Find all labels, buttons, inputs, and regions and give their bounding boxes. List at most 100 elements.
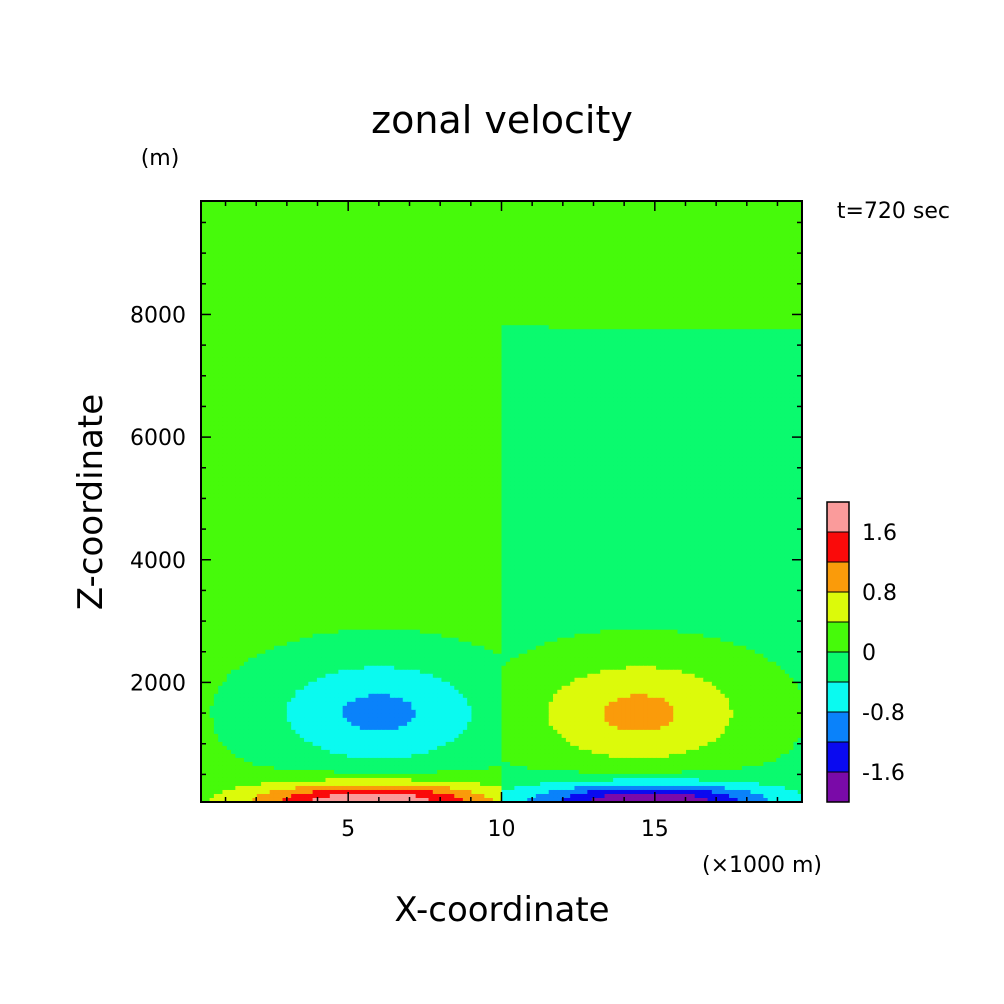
contour-cell	[252, 221, 258, 226]
contour-cell	[587, 269, 593, 274]
contour-cell	[578, 313, 584, 318]
contour-cell	[484, 233, 490, 238]
contour-cell	[711, 241, 717, 246]
contour-cell	[432, 257, 438, 262]
contour-cell	[570, 221, 576, 226]
contour-cell	[763, 265, 769, 270]
contour-cell	[368, 233, 374, 238]
contour-cell	[565, 269, 571, 274]
contour-cell	[664, 213, 670, 218]
contour-cell	[544, 257, 550, 262]
contour-cell	[480, 297, 485, 302]
contour-cell	[299, 261, 305, 266]
contour-cell	[497, 273, 503, 278]
contour-cell	[475, 289, 481, 294]
contour-cell	[587, 289, 593, 294]
contour-cell	[514, 221, 520, 226]
contour-cell	[741, 289, 747, 294]
contour-cell	[449, 217, 455, 222]
contour-cell	[789, 241, 795, 246]
contour-cell	[518, 237, 524, 242]
contour-cell	[595, 257, 601, 262]
contour-cell	[467, 213, 473, 218]
contour-cell	[776, 289, 782, 294]
contour-cell	[776, 237, 782, 242]
contour-cell	[664, 209, 670, 214]
contour-cell	[201, 305, 206, 310]
contour-cell	[737, 309, 743, 314]
contour-cell	[346, 317, 352, 322]
contour-cell	[673, 249, 679, 254]
contour-cell	[334, 301, 339, 306]
contour-cell	[501, 217, 507, 222]
contour-cell	[437, 265, 442, 270]
contour-cell	[750, 201, 756, 206]
contour-cell	[201, 221, 206, 226]
contour-cell	[269, 321, 275, 326]
contour-cell	[252, 269, 258, 274]
contour-cell	[677, 265, 683, 270]
contour-cell	[355, 229, 361, 234]
contour-cell	[527, 257, 533, 262]
contour-cell	[462, 277, 468, 282]
contour-cell	[492, 301, 498, 306]
contour-cell	[273, 289, 279, 294]
contour-cell	[771, 301, 777, 306]
contour-cell	[467, 325, 473, 330]
contour-cell	[591, 281, 597, 286]
contour-cell	[497, 241, 503, 246]
contour-cell	[613, 321, 618, 326]
contour-cell	[574, 245, 580, 250]
contour-cell	[677, 249, 683, 254]
contour-cell	[587, 297, 593, 302]
contour-cell	[557, 257, 563, 262]
contour-cell	[432, 213, 438, 218]
contour-cell	[458, 301, 464, 306]
contour-cell	[707, 245, 713, 250]
contour-cell	[505, 277, 511, 282]
contour-cell	[754, 281, 760, 286]
contour-cell	[252, 277, 258, 282]
contour-cell	[213, 201, 219, 206]
contour-cell	[381, 237, 387, 242]
contour-cell	[767, 329, 773, 334]
contour-cell	[746, 261, 752, 266]
contour-cell	[527, 289, 533, 294]
contour-cell	[767, 229, 773, 234]
contour-cell	[218, 209, 224, 214]
contour-cell	[316, 249, 322, 254]
contour-cell	[784, 257, 790, 262]
contour-cell	[424, 289, 430, 294]
contour-cell	[518, 277, 524, 282]
contour-cell	[617, 301, 623, 306]
contour-cell	[424, 213, 430, 218]
contour-cell	[570, 261, 576, 266]
contour-cell	[604, 253, 610, 258]
contour-cell	[321, 257, 327, 262]
contour-cell	[467, 257, 473, 262]
contour-cell	[621, 325, 627, 330]
contour-cell	[647, 273, 653, 278]
contour-cell	[583, 293, 588, 298]
contour-cell	[471, 253, 477, 258]
contour-cell	[527, 301, 533, 306]
contour-cell	[553, 329, 558, 334]
contour-cell	[634, 257, 640, 262]
contour-cell	[780, 281, 786, 286]
contour-cell	[694, 317, 700, 322]
contour-cell	[428, 277, 434, 282]
contour-cell	[467, 321, 473, 326]
contour-cell	[359, 237, 365, 242]
contour-cell	[780, 337, 786, 342]
contour-cell	[467, 317, 473, 322]
contour-cell	[273, 325, 279, 330]
contour-cell	[784, 209, 790, 214]
contour-cell	[501, 309, 507, 314]
contour-cell	[394, 249, 400, 254]
contour-cell	[608, 253, 614, 258]
contour-cell	[716, 233, 722, 238]
contour-cell	[321, 293, 327, 298]
contour-cell	[419, 281, 425, 286]
contour-cell	[398, 249, 404, 254]
contour-cell	[638, 305, 644, 310]
